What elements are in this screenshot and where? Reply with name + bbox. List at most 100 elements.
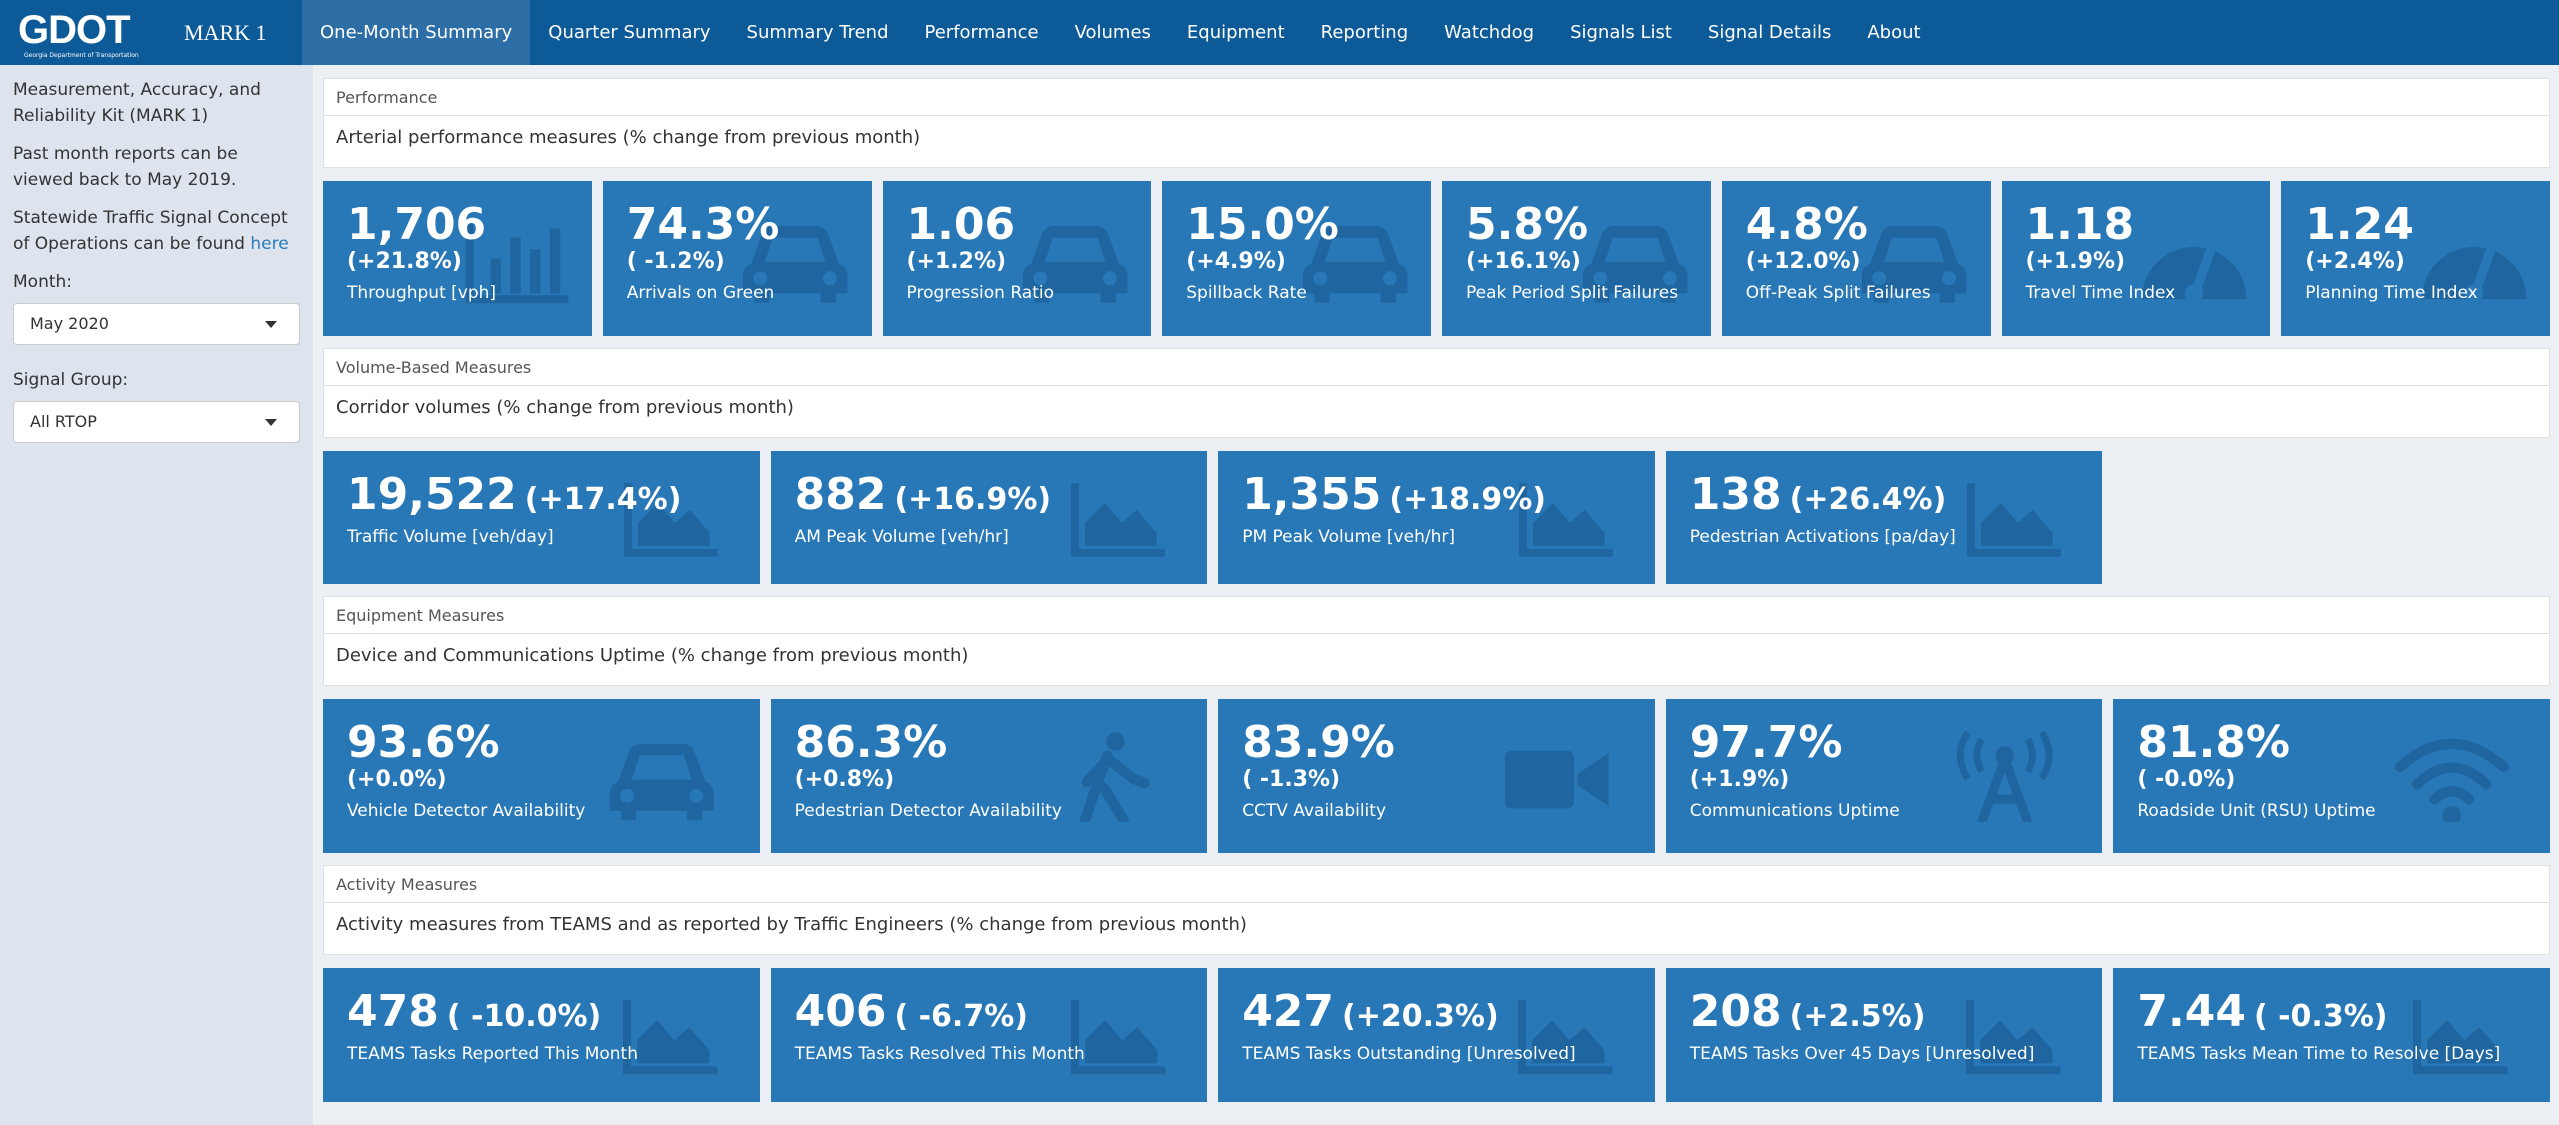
- tile-icon: [1078, 732, 1150, 823]
- tile-label: AM Peak Volume [veh/hr]: [794, 527, 1009, 547]
- nav-item[interactable]: Equipment: [1186, 22, 1285, 43]
- metric-tile[interactable]: 15.0% (+4.9%) Spillback Rate: [1162, 181, 1431, 336]
- tile-icon: [2413, 999, 2508, 1075]
- metric-tile[interactable]: 4.8% (+12.0%) Off-Peak Split Failures: [1721, 181, 1991, 336]
- logo[interactable]: GDOT Georgia Department of Transportation: [0, 0, 150, 65]
- nav-item[interactable]: Signal Details: [1707, 22, 1832, 43]
- nav-item[interactable]: Summary Trend: [746, 22, 889, 43]
- metric-tile[interactable]: 1.18 (+1.9%) Travel Time Index: [2001, 181, 2271, 336]
- tile-label: Progression Ratio: [906, 283, 1055, 303]
- metric-tile[interactable]: 97.7% (+1.9%) Communications Uptime: [1665, 699, 2103, 853]
- tile-icon: [2421, 242, 2527, 303]
- tile-label: TEAMS Tasks Over 45 Days [Unresolved]: [1689, 1044, 2035, 1064]
- tile-label: Pedestrian Activations [pa/day]: [1689, 527, 1956, 547]
- nav-item[interactable]: One-Month Summary: [302, 0, 531, 65]
- tile-label: Off-Peak Split Failures: [1745, 283, 1931, 303]
- tile-value: 1.24: [2305, 199, 2414, 250]
- metric-tile[interactable]: 81.8%( -0.0%) Roadside Unit (RSU) Uptime: [2113, 699, 2550, 853]
- metric-tile[interactable]: 478( -10.0%) TEAMS Tasks Reported This Mo…: [323, 968, 760, 1102]
- metric-tile[interactable]: 1.06 (+1.2%) Progression Ratio: [882, 181, 1152, 336]
- tile-label: Throughput [vph]: [347, 283, 497, 303]
- tile-value: 83.9%: [1242, 717, 1395, 768]
- tile-label: Peak Period Split Failures: [1466, 283, 1679, 303]
- tile-value: 882: [794, 469, 887, 520]
- description: Measurement, Accuracy, and Reliability K…: [13, 80, 261, 126]
- value-line: 19,522 (+17.4%): [347, 471, 736, 519]
- tile-change: ( -10.0%): [446, 999, 602, 1034]
- section-header: Performance: [323, 78, 2550, 116]
- tile-value: 1.06: [906, 199, 1016, 250]
- metric-tile[interactable]: 19,522 (+17.4%) Traffic Volume [veh/day]: [323, 451, 760, 584]
- tile-change: ( -0.0%): [2137, 767, 2236, 792]
- value-line: 7.44( -0.3%): [2137, 988, 2526, 1036]
- tile-change: (+21.8%): [347, 249, 462, 274]
- tile-icon: [2141, 242, 2247, 303]
- tile-value: 1.18: [2025, 199, 2135, 250]
- nav-item[interactable]: Watchdog: [1444, 22, 1535, 43]
- tile-label: TEAMS Tasks Resolved This Month: [794, 1044, 1085, 1064]
- tile-value: 7.44: [2137, 986, 2246, 1037]
- metric-tile[interactable]: 1.24 (+2.4%) Planning Time Index: [2281, 181, 2550, 336]
- tile-change: ( -1.3%): [1242, 767, 1341, 792]
- tile-change: ( -0.3%): [2253, 999, 2388, 1034]
- concept: Statewide Traffic Signal Concept of Oper…: [13, 205, 300, 257]
- month-value: May 2020: [30, 314, 109, 333]
- value-line: 478( -10.0%): [347, 988, 736, 1036]
- tile-value: 97.7%: [1689, 717, 1843, 768]
- tile-change: (+26.4%): [1789, 482, 1947, 517]
- tile-change: (+0.8%): [794, 767, 895, 792]
- concept-link[interactable]: here: [250, 234, 289, 254]
- tile-change: (+1.2%): [906, 249, 1007, 274]
- metric-tile[interactable]: 74.3%( -1.2%) Arrivals on Green: [602, 181, 872, 336]
- nav-item[interactable]: Reporting: [1320, 22, 1409, 43]
- tile-icon: [1519, 482, 1613, 557]
- metric-tile[interactable]: 427 (+20.3%) TEAMS Tasks Outstanding [Unre…: [1218, 968, 1655, 1102]
- metric-tile[interactable]: 7.44( -0.3%) TEAMS Tasks Mean Time to Res…: [2113, 968, 2550, 1102]
- tile-change: (+20.3%): [1342, 999, 1499, 1034]
- tile-change: (+17.4%): [524, 482, 682, 517]
- month-select[interactable]: May 2020: [13, 303, 300, 345]
- tile-label: PM Peak Volume [veh/hr]: [1242, 527, 1455, 547]
- tile-value: 93.6%: [347, 717, 500, 768]
- tile-value: 138: [1689, 469, 1782, 520]
- signal-group-select[interactable]: All RTOP: [13, 401, 300, 443]
- tile-label: Travel Time Index: [2025, 283, 2176, 303]
- tile-row: 478( -10.0%) TEAMS Tasks Reported This Mo…: [323, 968, 2550, 1102]
- tile-row: 1,706 (+21.8%) Throughput [vph] 74.3%( -1.2…: [323, 181, 2550, 336]
- tile-change: (+12.0%): [1745, 249, 1861, 274]
- tile-change: ( -1.2%): [626, 249, 725, 274]
- value-line: 406( -6.7%): [795, 988, 1184, 1036]
- metric-tile[interactable]: 1,706 (+21.8%) Throughput [vph]: [323, 181, 592, 336]
- tile-icon: [623, 999, 718, 1075]
- nav-item[interactable]: Quarter Summary: [548, 22, 711, 43]
- section-subtitle: Corridor volumes (% change from previous…: [323, 386, 2550, 438]
- metric-tile[interactable]: 83.9%( -1.3%) CCTV Availability: [1218, 699, 1655, 853]
- metric-tile[interactable]: 882 (+16.9%) AM Peak Volume [veh/hr]: [770, 451, 1208, 584]
- metric-tile[interactable]: 406( -6.7%) TEAMS Tasks Resolved This Mon…: [770, 968, 1208, 1102]
- tile-icon: [1302, 225, 1408, 303]
- nav-item[interactable]: Performance: [924, 22, 1039, 43]
- nav-item[interactable]: About: [1867, 22, 1921, 43]
- tile-value: 15.0%: [1186, 199, 1339, 250]
- nav-item[interactable]: Signals List: [1570, 22, 1672, 43]
- tile-icon: [1022, 225, 1128, 303]
- metric-tile[interactable]: 86.3% (+0.8%) Pedestrian Detector Availabi…: [770, 699, 1208, 853]
- metric-tile[interactable]: 93.6% (+0.0%) Vehicle Detector Availabilit…: [323, 699, 760, 853]
- metric-tile[interactable]: 138 (+26.4%) Pedestrian Activations [pa/da…: [1665, 451, 2103, 584]
- metric-tile[interactable]: 208 (+2.5%) TEAMS Tasks Over 45 Days [Unre…: [1665, 968, 2103, 1102]
- tile-icon: [1505, 750, 1610, 809]
- metric-tile[interactable]: 5.8% (+16.1%) Peak Period Split Failures: [1442, 181, 1711, 336]
- tile-change: (+4.9%): [1186, 249, 1286, 274]
- metric-tile[interactable]: 1,355 (+18.9%) PM Peak Volume [veh/hr]: [1218, 451, 1655, 584]
- tile-change: (+16.1%): [1466, 249, 1581, 274]
- tile-value: 86.3%: [794, 717, 948, 768]
- section-subtitle: Device and Communications Uptime (% chan…: [323, 634, 2550, 686]
- tile-icon: [743, 225, 848, 303]
- value-line: 208 (+2.5%): [1690, 988, 2079, 1036]
- month-label: Month:: [13, 272, 73, 292]
- tile-label: TEAMS Tasks Mean Time to Resolve [Days]: [2137, 1044, 2501, 1064]
- tile-value: 81.8%: [2137, 717, 2291, 768]
- nav-item[interactable]: Volumes: [1074, 22, 1151, 43]
- tile-icon: [1582, 225, 1687, 303]
- tile-change: (+2.5%): [1789, 999, 1926, 1034]
